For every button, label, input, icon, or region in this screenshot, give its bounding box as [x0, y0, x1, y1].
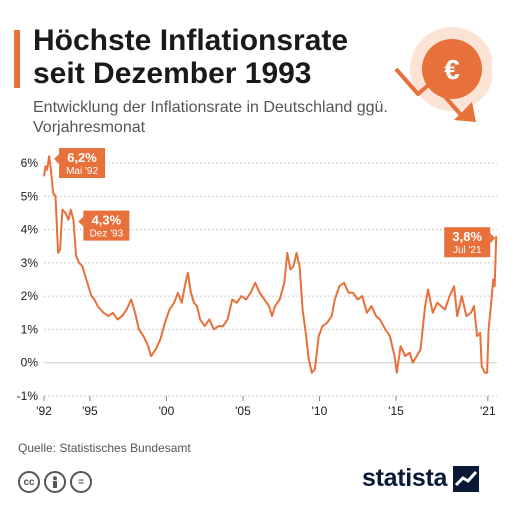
y-tick-label: -1%: [17, 389, 39, 403]
annotation-box: [444, 227, 491, 258]
y-tick-label: 4%: [21, 223, 39, 237]
grid-layer: [44, 162, 497, 397]
annotation-pointer: [54, 154, 60, 164]
annotation-value: 3,8%: [452, 229, 482, 244]
person-icon[interactable]: [44, 471, 66, 493]
statista-logo-icon: [453, 465, 480, 492]
annotation-2: 3,8%Jul '21: [444, 227, 496, 258]
inflation-chart: -1%0%1%2%3%4%5%6% '92'95'00'05'10'15'21 …: [17, 148, 498, 418]
euro-coin: [422, 39, 482, 99]
series-line-inflation: [43, 155, 498, 374]
page-title: Höchste Inflationsrate seit Dezember 199…: [33, 24, 349, 90]
source-label: Quelle: Statistisches Bundesamt: [18, 441, 191, 455]
down-arrow-head: [454, 102, 476, 122]
annotation-label: Jul '21: [453, 245, 482, 256]
annotations: 6,2%Mai '92 4,3%Dez '93 3,8%Jul '21: [54, 148, 496, 258]
x-tick-label: '00: [159, 404, 175, 418]
x-tick-label: '10: [312, 404, 328, 418]
annotation-1: 4,3%Dez '93: [78, 210, 130, 241]
y-tick-label: 6%: [21, 156, 39, 170]
brand-name: statista: [362, 464, 448, 492]
license-icons: cc =: [18, 471, 92, 493]
accent-bar: [14, 30, 20, 88]
x-tick-label: '95: [82, 404, 98, 418]
x-tick-label: '21: [480, 404, 496, 418]
annotation-0: 6,2%Mai '92: [54, 148, 106, 178]
y-tick-label: 0%: [21, 356, 39, 370]
annotation-value: 4,3%: [92, 213, 122, 228]
annotation-box: [83, 210, 130, 241]
y-tick-label: 2%: [21, 289, 39, 303]
down-arrow-line: [394, 67, 464, 118]
annotation-value: 6,2%: [67, 150, 97, 165]
euro-symbol: €: [444, 54, 460, 85]
equals-icon[interactable]: =: [70, 471, 92, 493]
y-tick-label: 3%: [21, 256, 39, 270]
euro-down-arrow-icon: €: [394, 27, 492, 122]
brand[interactable]: statista: [362, 464, 480, 493]
y-axis: -1% 0% 1% 2% 3% 4% 5% 6%: [17, 156, 39, 403]
person-glyph: [53, 476, 57, 488]
cc-icon[interactable]: cc: [18, 471, 40, 493]
x-axis: '92 '95 '00 '05 '10 '15 '21: [36, 396, 496, 418]
annotation-pointer: [78, 216, 84, 227]
x-tick-label: '15: [388, 404, 404, 418]
annotation-label: Mai '92: [66, 166, 98, 177]
x-tick-label: '92: [36, 404, 52, 418]
page-subtitle: Entwicklung der Inflationsrate in Deutsc…: [33, 99, 388, 136]
y-tick-label: 1%: [21, 322, 39, 336]
annotation-box: [59, 148, 106, 178]
annotation-label: Dez '93: [90, 229, 124, 240]
annotation-pointer: [490, 233, 496, 244]
x-tick-label: '05: [235, 404, 251, 418]
y-tick-label: 5%: [21, 189, 39, 203]
